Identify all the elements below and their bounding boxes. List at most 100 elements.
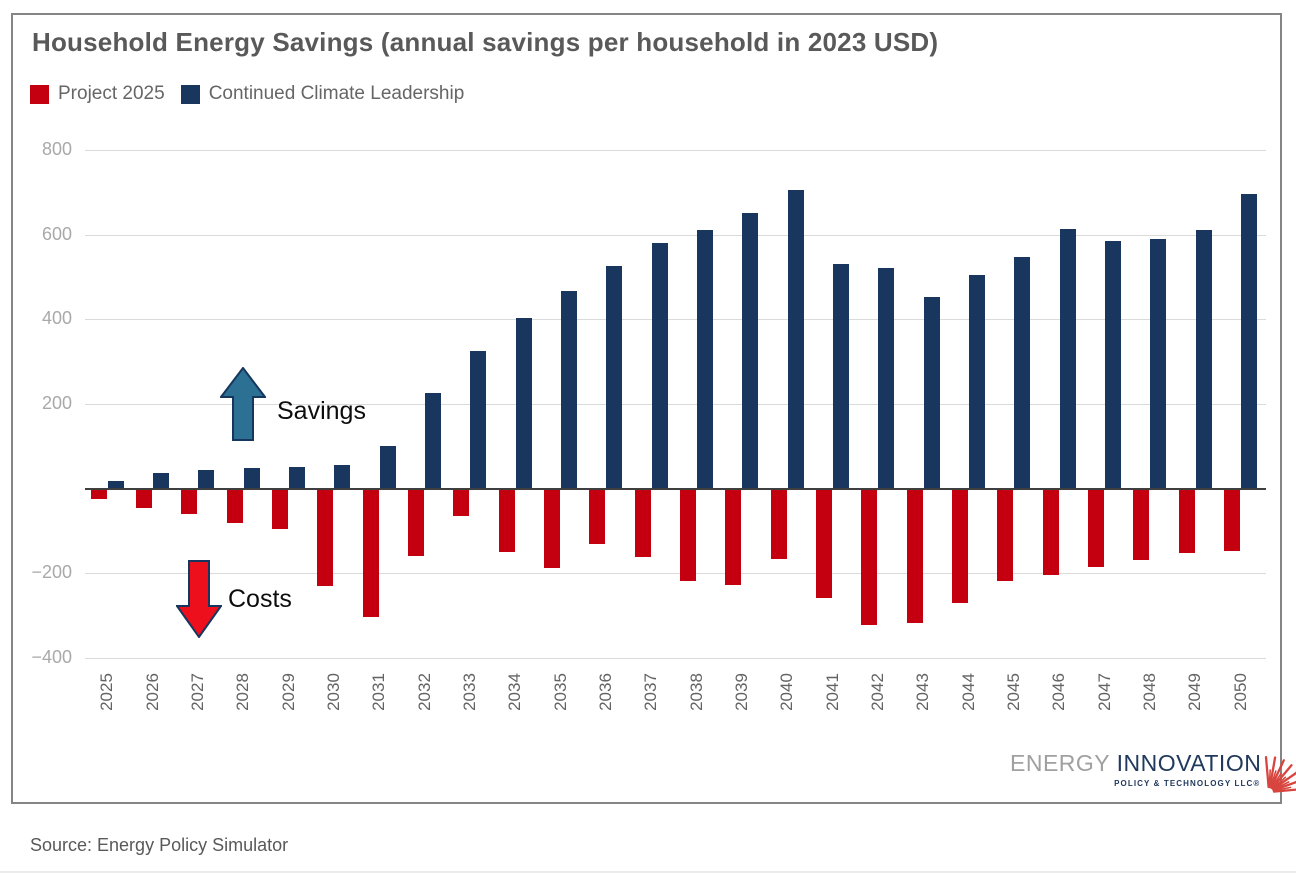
bar-continued-climate-leadership-2047: [1105, 240, 1122, 489]
x-tick-label: 2042: [867, 673, 887, 711]
bar-continued-climate-leadership-2045: [1014, 257, 1031, 489]
bar-project-2025-2033: [453, 488, 470, 517]
bar-continued-climate-leadership-2046: [1059, 229, 1076, 489]
bar-continued-climate-leadership-2039: [742, 212, 759, 489]
bar-project-2025-2031: [362, 488, 379, 617]
bar-continued-climate-leadership-2038: [697, 230, 714, 489]
savings-up-arrow-icon: [220, 367, 266, 441]
bar-project-2025-2029: [272, 488, 289, 529]
bottom-divider: [0, 871, 1296, 873]
gridline: [85, 404, 1266, 405]
x-tick-label: 2036: [595, 673, 615, 711]
costs-down-arrow-icon: [176, 560, 222, 638]
x-tick-label: 2028: [233, 673, 253, 711]
bar-project-2025-2030: [317, 488, 334, 587]
legend-label-project-2025: Project 2025: [58, 83, 165, 104]
bar-project-2025-2048: [1133, 488, 1150, 560]
plot-area: [85, 150, 1266, 659]
x-tick-label: 2030: [323, 673, 343, 711]
x-tick-label: 2037: [641, 673, 661, 711]
bar-continued-climate-leadership-2042: [878, 268, 895, 489]
bar-project-2025-2043: [906, 488, 923, 624]
bar-project-2025-2037: [634, 488, 651, 558]
legend: Project 2025 Continued Climate Leadershi…: [30, 83, 480, 105]
bar-continued-climate-leadership-2032: [425, 393, 442, 489]
bar-project-2025-2040: [770, 488, 787, 559]
x-tick-label: 2044: [958, 673, 978, 711]
x-tick-label: 2029: [278, 673, 298, 711]
x-tick-label: 2035: [550, 673, 570, 711]
costs-annotation: Costs: [228, 585, 292, 613]
source-note: Source: Energy Policy Simulator: [30, 835, 289, 855]
chart-title: Household Energy Savings (annual savings…: [32, 27, 939, 57]
bar-continued-climate-leadership-2049: [1195, 229, 1212, 489]
zero-baseline: [85, 487, 1266, 490]
x-tick-label: 2038: [686, 673, 706, 711]
energy-innovation-logo: ENERGY INNOVATION POLICY & TECHNOLOGY LL…: [1010, 750, 1296, 800]
bar-project-2025-2039: [725, 488, 742, 586]
bar-project-2025-2050: [1224, 488, 1241, 551]
x-tick-label: 2050: [1230, 673, 1250, 711]
bar-project-2025-2034: [498, 488, 515, 553]
bar-continued-climate-leadership-2044: [969, 274, 986, 489]
bar-continued-climate-leadership-2048: [1150, 238, 1167, 489]
bar-continued-climate-leadership-2041: [833, 264, 850, 489]
logo-text: ENERGY INNOVATION POLICY & TECHNOLOGY LL…: [1010, 750, 1261, 788]
legend-item-project-2025: Project 2025: [30, 83, 165, 105]
x-tick-label: 2027: [187, 673, 207, 711]
x-tick-label: 2045: [1003, 673, 1023, 711]
bar-project-2025-2049: [1178, 488, 1195, 554]
bar-project-2025-2042: [861, 488, 878, 625]
y-tick-label: 200: [41, 393, 72, 413]
x-tick-label: 2031: [369, 673, 389, 711]
bar-project-2025-2036: [589, 488, 606, 544]
bar-continued-climate-leadership-2043: [923, 297, 940, 489]
gridline: [85, 150, 1266, 151]
x-tick-label: 2034: [505, 673, 525, 711]
bar-project-2025-2044: [952, 488, 969, 603]
x-tick-label: 2032: [414, 673, 434, 711]
bar-continued-climate-leadership-2028: [243, 468, 260, 489]
x-tick-label: 2048: [1139, 673, 1159, 711]
y-axis: 800 600 400 200 −200 −400: [0, 139, 72, 667]
gridline: [85, 319, 1266, 321]
bar-continued-climate-leadership-2025: [107, 481, 124, 489]
bar-project-2025-2026: [136, 488, 153, 508]
x-tick-label: 2043: [913, 673, 933, 711]
gridline: [85, 658, 1266, 659]
legend-item-continued-climate-leadership: Continued Climate Leadership: [180, 83, 465, 105]
bar-project-2025-2045: [997, 488, 1014, 581]
x-tick-label: 2026: [142, 673, 162, 711]
bar-project-2025-2027: [181, 488, 198, 515]
legend-swatch-project-2025: [30, 84, 49, 104]
bar-continued-climate-leadership-2037: [651, 243, 668, 489]
x-tick-label: 2040: [777, 673, 797, 711]
bar-continued-climate-leadership-2031: [379, 446, 396, 489]
bar-project-2025-2035: [544, 488, 561, 569]
bar-continued-climate-leadership-2040: [787, 190, 804, 489]
x-tick-label: 2033: [459, 673, 479, 711]
bar-continued-climate-leadership-2036: [606, 266, 623, 489]
y-tick-label: −200: [31, 562, 72, 583]
y-tick-label: 600: [41, 223, 72, 244]
logo-wordmark: ENERGY INNOVATION: [1010, 750, 1261, 777]
x-tick-label: 2049: [1185, 673, 1205, 711]
legend-swatch-continued-climate-leadership: [180, 84, 200, 104]
bar-continued-climate-leadership-2050: [1241, 194, 1258, 489]
x-tick-label: 2047: [1094, 673, 1114, 711]
bar-project-2025-2032: [408, 488, 425, 556]
bar-project-2025-2025: [90, 488, 107, 500]
bar-continued-climate-leadership-2035: [561, 290, 578, 489]
logo-word-energy: ENERGY: [1010, 750, 1117, 776]
bar-project-2025-2038: [680, 488, 697, 581]
bar-continued-climate-leadership-2027: [198, 470, 215, 489]
gridline: [85, 234, 1266, 236]
x-tick-label: 2039: [731, 673, 751, 711]
bar-project-2025-2028: [226, 488, 243, 523]
y-tick-label: −400: [31, 647, 72, 667]
x-tick-label: 2025: [97, 673, 117, 711]
legend-label-continued-climate-leadership: Continued Climate Leadership: [208, 83, 465, 104]
x-tick-label: 2041: [822, 673, 842, 711]
bar-continued-climate-leadership-2034: [515, 318, 532, 489]
